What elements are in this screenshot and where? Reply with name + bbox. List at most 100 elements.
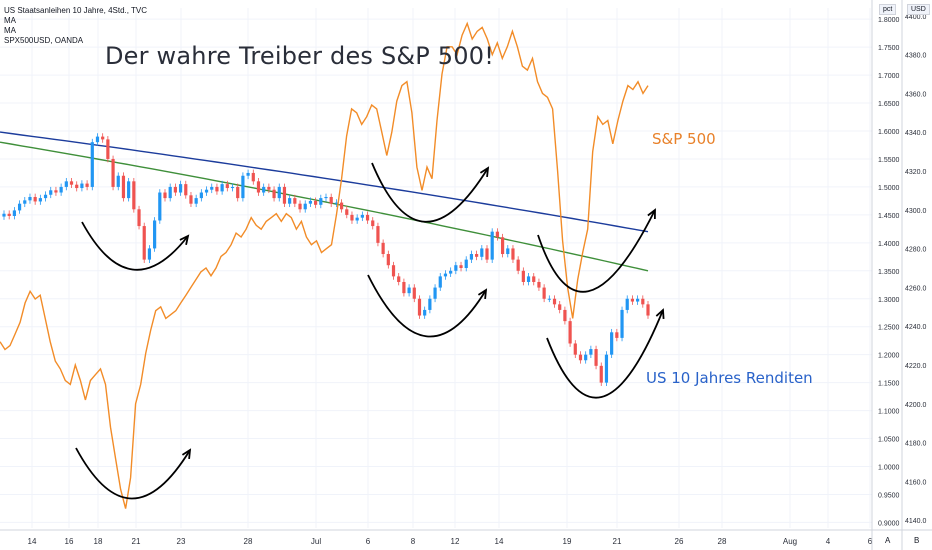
candle-body [620, 309, 624, 338]
candle-body [428, 298, 432, 310]
candle-body [106, 139, 110, 159]
candle-body [615, 332, 619, 338]
candle-body [23, 200, 27, 204]
sp500-line [0, 21, 649, 509]
candle-body [225, 184, 229, 189]
candle-body [630, 298, 635, 302]
candle-body [329, 196, 333, 204]
candle-body [38, 198, 42, 202]
grid [0, 8, 872, 528]
legend-ma-1[interactable]: MA [4, 16, 16, 25]
sp500-path [0, 21, 649, 509]
candle-body [371, 220, 375, 227]
candle-body [59, 186, 63, 193]
candle-body [116, 175, 120, 187]
candle-body [495, 231, 499, 238]
right-axis-tick-label: 4340.0 [905, 130, 927, 137]
legend-ma-2[interactable]: MA [4, 26, 16, 35]
candle-body [402, 281, 406, 294]
left-axis-tick-label: 1.8000 [878, 17, 900, 24]
ma-line-1 [0, 131, 649, 233]
candle-body [386, 254, 390, 266]
right-axis-tick-label: 4220.0 [905, 363, 927, 370]
candle-body [314, 200, 318, 205]
arrow-curve [537, 209, 656, 293]
right-axis-tick-label: 4360.0 [905, 91, 927, 98]
candle-body [599, 365, 603, 383]
left-axis-tick-label: 1.7000 [878, 73, 900, 80]
candle-body [636, 298, 640, 302]
candle-body [480, 248, 484, 257]
us10y-annotation: US 10 Jahres Renditen [646, 369, 813, 387]
candle-body [334, 202, 338, 204]
left-axis-tick-label: 1.0000 [878, 464, 900, 471]
legend-compare[interactable]: SPX500USD, OANDA [4, 36, 84, 45]
x-tick-label: 8 [411, 537, 416, 546]
candle-body [69, 181, 74, 185]
candle-body [246, 172, 250, 176]
candle-body [537, 281, 541, 288]
right-axis-tick-label: 4260.0 [905, 285, 927, 292]
arrow-head [181, 448, 192, 460]
candle-body [267, 186, 271, 190]
candle-body [173, 186, 177, 193]
left-axis-tick-label: 0.9500 [878, 492, 900, 499]
candle-body [521, 270, 525, 282]
candle-body [412, 287, 416, 299]
candle-body [184, 184, 188, 196]
candle-body [90, 142, 94, 187]
candle-body [563, 309, 567, 322]
legend-symbol[interactable]: US Staatsanleihen 10 Jahre, 4Std., TVC [4, 6, 148, 15]
candle-body [365, 214, 370, 221]
candle-body [147, 248, 152, 260]
left-axis-tick-label: 1.3000 [878, 297, 900, 304]
candle-body [282, 186, 287, 204]
candle-body [475, 254, 479, 257]
log-scale-button[interactable]: B [914, 536, 920, 545]
candle-body [350, 214, 354, 221]
left-unit-button[interactable]: pct [879, 4, 897, 15]
candle-body [500, 237, 505, 255]
candle-body [459, 265, 463, 268]
x-tick-label: Aug [783, 537, 797, 546]
right-unit-button[interactable]: USD [907, 4, 930, 15]
x-tick-label: 21 [613, 537, 622, 546]
candle-body [2, 213, 6, 217]
candle-body [251, 172, 255, 182]
x-tick-label: 19 [563, 537, 572, 546]
candle-body [17, 203, 22, 211]
candle-body [646, 304, 650, 316]
x-tick-label: 28 [718, 537, 727, 546]
arrow-head [647, 208, 656, 220]
candle-body [262, 186, 266, 193]
candle-body [558, 304, 562, 310]
right-axis-tick-label: 4400.0 [905, 14, 927, 21]
x-tick-label: 6 [868, 537, 873, 546]
candle-body [33, 196, 37, 202]
candle-body [288, 198, 292, 204]
sp500-annotation: S&P 500 [652, 130, 716, 148]
arrow-head [477, 288, 488, 300]
candle-body [137, 209, 141, 227]
x-tick-label: 21 [132, 537, 141, 546]
right-axis-tick-label: 4300.0 [905, 208, 927, 215]
candle-body [80, 183, 84, 189]
candle-body [339, 202, 344, 210]
x-tick-label: 14 [495, 537, 504, 546]
arrow-curve [81, 221, 189, 271]
x-tick-label: 4 [826, 537, 831, 546]
auto-scale-button[interactable]: A [885, 536, 891, 545]
candle-body [449, 270, 453, 274]
candle-body [49, 190, 53, 195]
candle-body [43, 194, 48, 199]
right-axis-tick-label: 4200.0 [905, 402, 927, 409]
candle-body [241, 175, 245, 199]
left-axis-tick-label: 1.4000 [878, 241, 900, 248]
drawn-arrows [75, 162, 665, 500]
candle-body [142, 226, 146, 260]
right-axis-tick-label: 4140.0 [905, 518, 927, 525]
candle-body [641, 298, 645, 305]
candle-body [215, 186, 219, 192]
right-axis-tick-label: 4180.0 [905, 441, 927, 448]
